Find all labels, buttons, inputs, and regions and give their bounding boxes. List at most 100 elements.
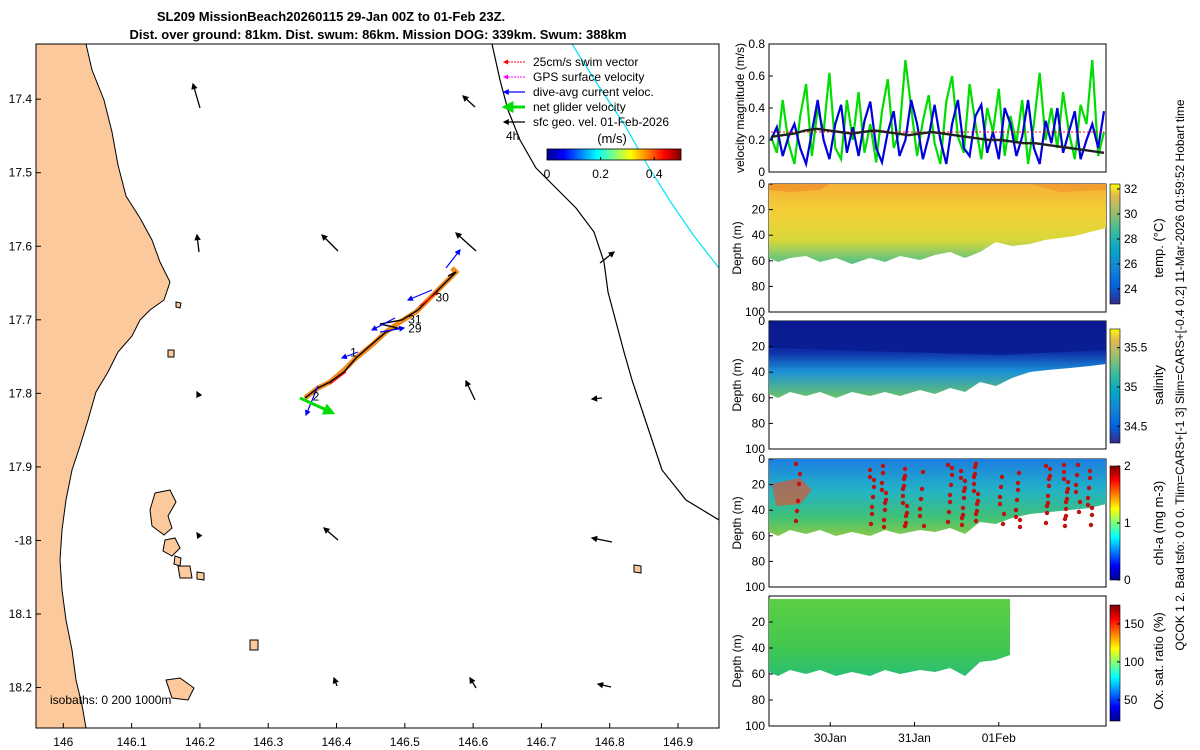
chl-point xyxy=(918,496,924,502)
chl-point xyxy=(881,524,887,530)
island-c xyxy=(173,555,182,567)
sfc-arrow xyxy=(196,531,203,540)
map-y-tick-label: 17.7 xyxy=(9,313,33,327)
chl-point xyxy=(959,522,965,528)
sfc-arrow xyxy=(323,527,339,541)
chl-point xyxy=(793,518,799,524)
sfc-arrow xyxy=(191,82,201,109)
chl-point xyxy=(1046,476,1052,482)
depth-tick-label: 100 xyxy=(745,719,765,733)
colorbar-tick-label: 0 xyxy=(544,167,551,181)
velocity-series xyxy=(769,59,1106,169)
chl-point xyxy=(795,498,801,504)
colorbar-label: (m/s) xyxy=(597,131,627,146)
temperature-field xyxy=(769,184,1106,264)
salinity-colorbar xyxy=(1109,328,1121,444)
chl-point xyxy=(901,476,907,482)
chl-point xyxy=(1014,497,1020,503)
chl-point xyxy=(1089,512,1095,518)
velocity-series-line xyxy=(769,59,1106,165)
map-x-tick-label: 146 xyxy=(53,735,73,749)
cbar-tick-label: 1 xyxy=(1124,516,1131,530)
chl-point xyxy=(869,511,875,517)
map-y-tick-label: 17.4 xyxy=(9,92,33,106)
map-x-tick-label: 146.6 xyxy=(458,735,488,749)
chl-point xyxy=(902,523,908,529)
depth-tick-label: 80 xyxy=(752,416,766,430)
chl-point xyxy=(1074,472,1080,478)
depth-axis-label: Depth (m) xyxy=(730,221,744,274)
chlorophyll-field xyxy=(769,459,1106,536)
chl-point xyxy=(945,519,951,525)
depth-tick-label: 80 xyxy=(752,279,766,293)
chlorophyll-hotspot xyxy=(772,478,812,506)
chl-point xyxy=(960,505,966,511)
depth-tick-label: 0 xyxy=(758,452,765,466)
chl-point xyxy=(971,488,977,494)
chl-point xyxy=(948,482,954,488)
map-panel: 146 146.1 146.2 146.3 146.4 146.5 146.6 146.7 14… xyxy=(9,43,720,749)
velocity-y-axis: 0 0.2 0.4 0.6 0.8 xyxy=(748,37,773,179)
temperature-surface-warm2 xyxy=(1030,184,1106,192)
salinity-panel xyxy=(768,320,1121,450)
chl-point xyxy=(919,486,925,492)
chl-point xyxy=(1013,507,1019,513)
map-y-tick-label: -18 xyxy=(15,533,33,547)
chl-point xyxy=(947,499,953,505)
temperature-colorbar xyxy=(1109,183,1121,305)
chl-point xyxy=(921,523,927,529)
cbar-tick-label: 26 xyxy=(1124,257,1138,271)
legend-label: 25cm/s swim vector xyxy=(533,55,638,69)
chl-point xyxy=(1013,514,1019,520)
velocity-y-tick-label: 0.6 xyxy=(748,69,765,83)
chl-point xyxy=(1015,487,1021,493)
chl-point xyxy=(1043,520,1049,526)
chl-point xyxy=(961,488,967,494)
island-j xyxy=(175,301,182,309)
chl-point xyxy=(1064,489,1070,495)
sfc-arrow xyxy=(321,234,339,252)
sfc-arrow xyxy=(194,233,201,253)
chl-point xyxy=(1044,510,1050,516)
chl-point xyxy=(900,493,906,499)
chl-point xyxy=(867,467,873,473)
sfc-arrow xyxy=(590,395,603,402)
velocity-y-tick-label: 0.2 xyxy=(748,133,765,147)
isobath-1000m xyxy=(571,44,719,269)
island-i xyxy=(633,564,642,574)
cbar-label: temp. (°C) xyxy=(1151,218,1166,277)
sfc-geo-velocity-arrows xyxy=(191,82,616,689)
chl-point xyxy=(1065,479,1071,485)
velocity-y-tick-label: 0.8 xyxy=(748,37,765,51)
velocity-y-tick-label: 0.4 xyxy=(748,101,765,115)
chl-point xyxy=(1087,468,1093,474)
time-tick-label: 30Jan xyxy=(814,731,847,745)
cbar-label: salinity xyxy=(1151,365,1166,405)
depth-tick-label: 80 xyxy=(752,554,766,568)
isobath-note: isobaths: 0 200 1000m xyxy=(50,693,171,707)
temperature-panel xyxy=(768,183,1121,313)
depth-tick-label: 0 xyxy=(758,314,765,328)
depth-axis-label: Depth (m) xyxy=(730,358,744,411)
chl-point xyxy=(1046,483,1052,489)
day-label: 31 xyxy=(408,312,422,326)
depth-axis-label: Depth (m) xyxy=(730,634,744,687)
legend-4h-label: 4h xyxy=(506,129,519,143)
day-label: 1 xyxy=(350,346,357,360)
chl-point xyxy=(882,500,888,506)
chl-point xyxy=(917,513,923,519)
chl-point xyxy=(1062,523,1068,529)
chl-point xyxy=(973,518,979,524)
chl-point xyxy=(868,521,874,527)
depth-tick-label: 20 xyxy=(752,615,766,629)
depth-tick-label: 60 xyxy=(752,667,766,681)
depth-tick-label: 60 xyxy=(752,529,766,543)
map-layers xyxy=(36,44,719,728)
chl-point xyxy=(793,461,799,467)
colorbar-ticks: 0 0.2 0.4 xyxy=(544,157,663,181)
chl-point xyxy=(1088,522,1094,528)
chl-point xyxy=(794,508,800,514)
oxygen-field xyxy=(769,599,1010,676)
chl-point xyxy=(900,486,906,492)
